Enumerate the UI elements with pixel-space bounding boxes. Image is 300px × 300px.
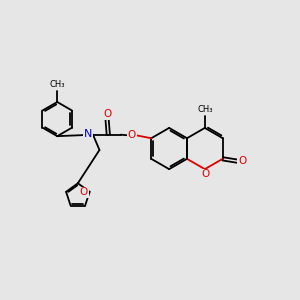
Text: CH₃: CH₃ [197, 105, 213, 114]
Text: N: N [84, 129, 92, 140]
Text: O: O [103, 110, 112, 119]
Text: O: O [201, 169, 210, 179]
Text: O: O [80, 188, 88, 197]
Text: O: O [238, 156, 247, 166]
Text: O: O [128, 130, 136, 140]
Text: CH₃: CH₃ [50, 80, 65, 89]
